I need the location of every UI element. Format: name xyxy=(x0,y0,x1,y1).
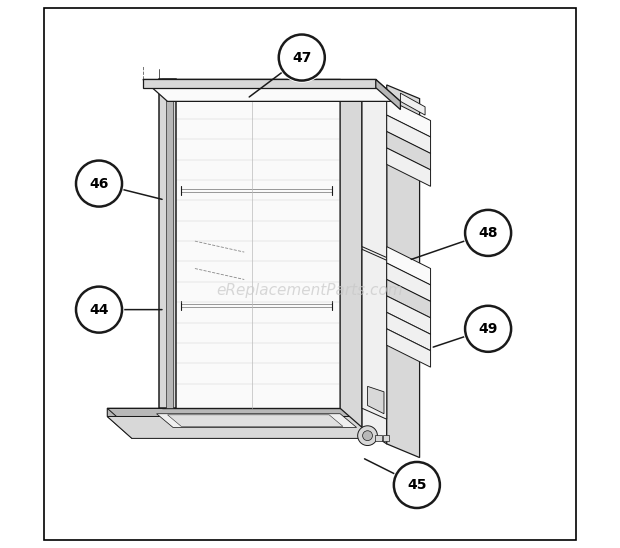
Circle shape xyxy=(465,210,511,256)
Polygon shape xyxy=(362,249,387,419)
Circle shape xyxy=(363,431,373,441)
Polygon shape xyxy=(401,93,425,115)
Polygon shape xyxy=(362,85,387,258)
Polygon shape xyxy=(387,279,430,318)
Polygon shape xyxy=(387,296,430,334)
Text: 46: 46 xyxy=(89,176,108,191)
Polygon shape xyxy=(166,79,173,408)
Polygon shape xyxy=(107,408,362,416)
Circle shape xyxy=(394,462,440,508)
Text: 44: 44 xyxy=(89,302,108,317)
Polygon shape xyxy=(376,79,401,110)
Polygon shape xyxy=(387,132,430,170)
Polygon shape xyxy=(387,312,430,351)
Bar xyxy=(375,435,382,441)
Polygon shape xyxy=(143,79,401,101)
Circle shape xyxy=(358,426,378,446)
Text: 48: 48 xyxy=(479,226,498,240)
Circle shape xyxy=(392,460,442,510)
Polygon shape xyxy=(387,85,420,458)
Polygon shape xyxy=(107,416,387,438)
Circle shape xyxy=(463,304,513,354)
Polygon shape xyxy=(143,79,376,88)
Text: 49: 49 xyxy=(479,322,498,336)
Circle shape xyxy=(76,287,122,333)
Polygon shape xyxy=(167,415,343,426)
Polygon shape xyxy=(368,386,384,414)
Text: eReplacementParts.com: eReplacementParts.com xyxy=(216,283,404,298)
Polygon shape xyxy=(362,99,387,444)
Circle shape xyxy=(277,32,327,83)
Circle shape xyxy=(74,158,124,209)
Circle shape xyxy=(74,284,124,335)
Polygon shape xyxy=(107,408,387,430)
Polygon shape xyxy=(340,79,362,427)
Polygon shape xyxy=(162,79,340,408)
Polygon shape xyxy=(387,115,430,153)
Circle shape xyxy=(465,306,511,352)
Bar xyxy=(383,435,389,441)
Circle shape xyxy=(463,208,513,258)
Circle shape xyxy=(76,161,122,207)
Text: 47: 47 xyxy=(292,50,311,65)
Polygon shape xyxy=(157,414,356,427)
Polygon shape xyxy=(387,247,430,285)
Polygon shape xyxy=(387,99,430,137)
Polygon shape xyxy=(159,79,175,408)
Polygon shape xyxy=(387,148,430,186)
Circle shape xyxy=(279,35,325,81)
Polygon shape xyxy=(107,408,132,438)
Polygon shape xyxy=(387,263,430,301)
Polygon shape xyxy=(387,329,430,367)
Text: 45: 45 xyxy=(407,478,427,492)
